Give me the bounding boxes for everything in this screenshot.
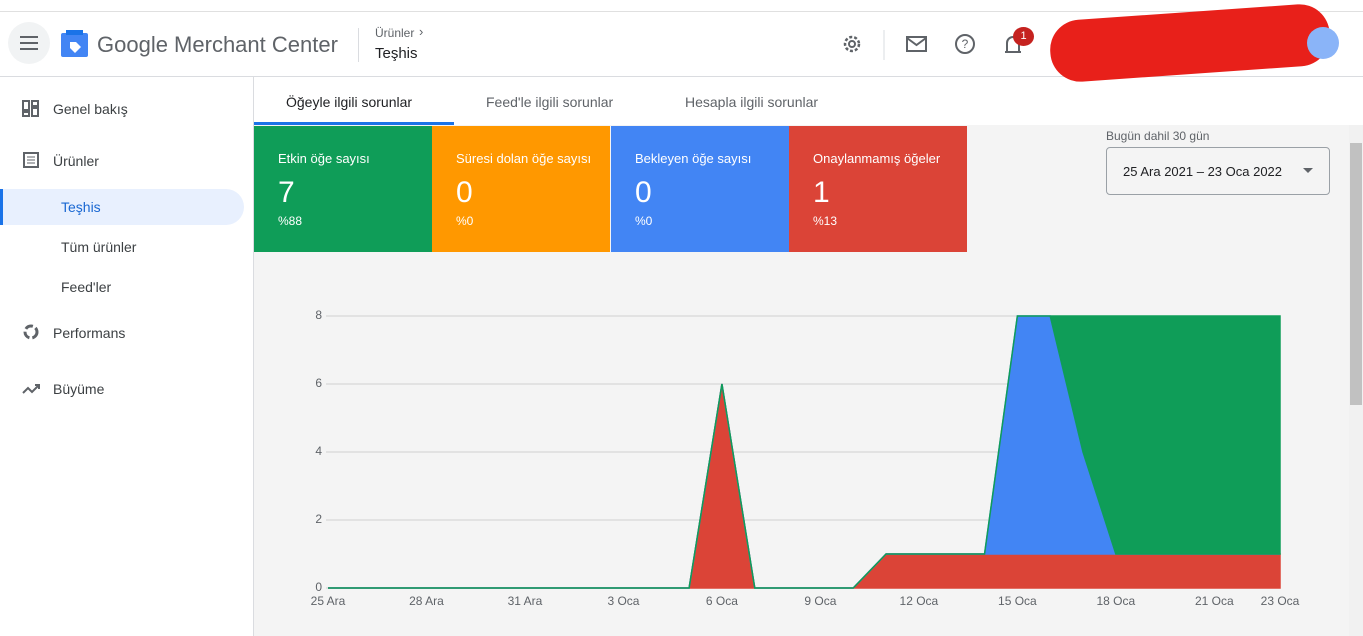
notification-badge: 1 (1013, 27, 1034, 46)
metric-card: Onaylanmamış öğeler 1 %13 (789, 126, 967, 252)
header-icons[interactable]: ? (838, 30, 1038, 60)
chevron: › (419, 24, 424, 39)
y-tick-label: 0 (315, 580, 322, 594)
card-value: 0 (635, 176, 652, 209)
date-value: 25 Ara 2021 – 23 Oca 2022 (1123, 164, 1283, 179)
card-label: Etkin öğe sayısı (278, 151, 370, 166)
nav-item[interactable]: Ürünler (53, 153, 99, 169)
top-border (0, 11, 1363, 12)
menu-button[interactable] (8, 22, 50, 64)
scrollbar (1349, 125, 1363, 636)
nav-item[interactable]: Genel bakış (53, 101, 128, 117)
tab[interactable]: Feed'le ilgili sorunlar (486, 94, 614, 110)
x-tick-label: 3 Oca (607, 594, 639, 608)
card-percent: %88 (278, 214, 303, 228)
x-tick-label: 15 Oca (998, 594, 1037, 608)
metric-card: Etkin öğe sayısı 7 %88 (254, 126, 432, 252)
metric-card: Süresi dolan öğe sayısı 0 %0 (432, 126, 610, 252)
x-tick-label: 23 Oca (1261, 594, 1300, 608)
tab[interactable]: Öğeyle ilgili sorunlar (286, 94, 413, 110)
y-tick-label: 6 (315, 376, 322, 390)
metric-card: Bekleyen öğe sayısı 0 %0 (611, 126, 789, 252)
chart: 0 2 4 6 8 25 Ara 28 Ara 31 Ara 3 Oca 6 Oca 9 Oca 12… (311, 308, 1300, 608)
card-percent: %13 (813, 214, 838, 228)
x-tick-label: 21 Oca (1195, 594, 1234, 608)
nav-item[interactable]: Tüm ürünler (61, 239, 137, 255)
tab[interactable]: Hesapla ilgili sorunlar (685, 94, 819, 110)
y-tick-label: 2 (315, 512, 322, 526)
x-tick-label: 31 Ara (508, 594, 543, 608)
dropdown-arrow (1303, 168, 1313, 178)
avatar[interactable] (1307, 27, 1339, 59)
tab-indicator (254, 122, 454, 125)
divider (358, 28, 359, 62)
sidebar (0, 77, 254, 636)
area (328, 315, 1281, 589)
card-label: Bekleyen öğe sayısı (635, 151, 752, 166)
app-title: Google Merchant Center (97, 32, 338, 57)
nav-item[interactable]: Performans (53, 325, 126, 341)
sidebar-icons (22, 100, 40, 394)
nav-item[interactable]: Feed'ler (61, 279, 112, 295)
date-label: Bugün dahil 30 gün (1106, 129, 1210, 143)
card-label: Süresi dolan öğe sayısı (456, 151, 592, 166)
card-label: Onaylanmamış öğeler (813, 151, 941, 166)
card-value: 1 (813, 176, 830, 209)
nav-item[interactable]: Teşhis (61, 199, 101, 215)
y-tick-label: 8 (315, 308, 322, 322)
breadcrumb-current: Teşhis (375, 45, 418, 62)
active-indicator (0, 189, 3, 225)
card-percent: %0 (635, 214, 653, 228)
y-tick-label: 4 (315, 444, 322, 458)
svg-text:?: ? (962, 37, 969, 51)
card-percent: %0 (456, 214, 474, 228)
active-item (0, 189, 244, 225)
x-tick-label: 6 Oca (706, 594, 738, 608)
x-tick-label: 9 Oca (804, 594, 836, 608)
x-tick-label: 25 Ara (311, 594, 346, 608)
x-tick-label: 18 Oca (1097, 594, 1136, 608)
scroll-thumb[interactable] (1350, 143, 1362, 405)
header-divider (0, 76, 1363, 77)
breadcrumb-parent[interactable]: Ürünler (375, 26, 415, 40)
date-select[interactable]: 25 Ara 2021 – 23 Oca 2022 (1106, 147, 1330, 195)
logo (61, 30, 88, 57)
menu-icon (20, 36, 38, 50)
x-tick-label: 12 Oca (900, 594, 939, 608)
card-value: 7 (278, 176, 295, 209)
x-tick-label: 28 Ara (409, 594, 444, 608)
redacted-account (1048, 2, 1332, 84)
card-value: 0 (456, 176, 473, 209)
nav-item[interactable]: Büyüme (53, 381, 105, 397)
